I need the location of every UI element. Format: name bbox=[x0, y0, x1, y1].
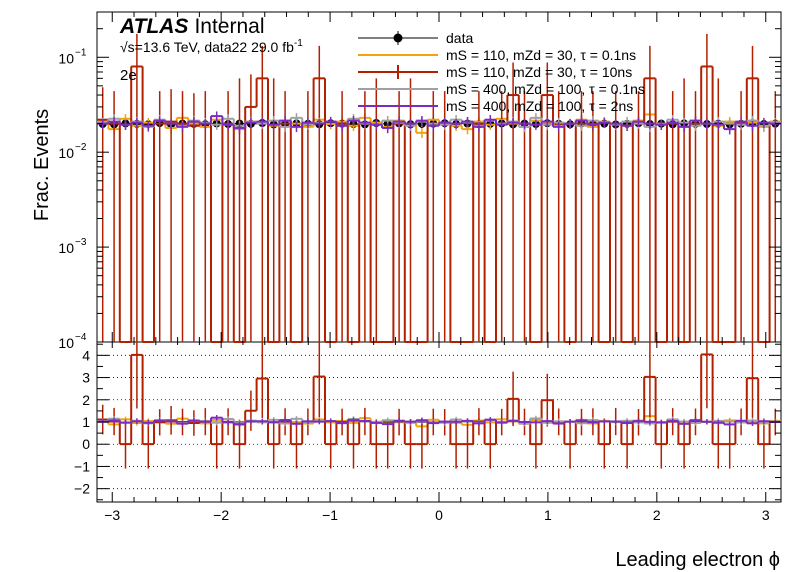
legend-entry-s400_01: mS = 400, mZd = 100, τ = 0.1ns bbox=[358, 81, 645, 97]
y-tick-label-exp: −4 bbox=[75, 332, 87, 343]
energy-label: √s=13.6 TeV, data22 29.0 fb bbox=[120, 39, 294, 55]
x-tick-label: −2 bbox=[213, 507, 229, 523]
y-tick-label-ratio: 4 bbox=[82, 347, 90, 363]
legend-label: mS = 400, mZd = 100, τ = 2ns bbox=[446, 98, 633, 114]
x-tick-label: −3 bbox=[104, 507, 120, 523]
y-axis-label: Frac. Events bbox=[31, 109, 53, 221]
y-tick-label-ratio: −2 bbox=[74, 481, 90, 497]
y-tick-label-exp: −3 bbox=[75, 237, 87, 248]
energy-label-group: √s=13.6 TeV, data22 29.0 fb-1 bbox=[120, 38, 303, 55]
x-tick-label: −1 bbox=[322, 507, 338, 523]
legend-label: mS = 110, mZd = 30, τ = 10ns bbox=[446, 64, 632, 80]
legend-label: data bbox=[446, 30, 473, 46]
y-tick-label-ratio: 2 bbox=[82, 392, 90, 408]
legend-entry-data: data bbox=[358, 30, 473, 46]
y-tick-label-exp: −1 bbox=[75, 47, 87, 58]
legend-label: mS = 400, mZd = 100, τ = 0.1ns bbox=[446, 81, 645, 97]
atlas-label-group: ATLAS Internal bbox=[119, 15, 264, 38]
x-tick-label: 1 bbox=[544, 507, 552, 523]
x-tick-label: 0 bbox=[435, 507, 443, 523]
y-tick-label-top: 10 bbox=[58, 50, 74, 66]
y-tick-label-ratio: 3 bbox=[82, 370, 90, 386]
series-s110_10 bbox=[97, 33, 781, 469]
atlas-label: ATLAS bbox=[119, 15, 188, 38]
series-layer bbox=[97, 33, 781, 469]
y-tick-label-ratio: 1 bbox=[82, 414, 90, 430]
x-tick-label: 3 bbox=[762, 507, 770, 523]
legend-entry-s400_2: mS = 400, mZd = 100, τ = 2ns bbox=[358, 98, 633, 114]
x-tick-label: 2 bbox=[653, 507, 661, 523]
legend-label: mS = 110, mZd = 30, τ = 0.1ns bbox=[446, 47, 636, 63]
y-tick-label-ratio: 0 bbox=[82, 436, 90, 452]
energy-label-superscript: -1 bbox=[294, 38, 303, 49]
channel-label: 2e bbox=[120, 67, 137, 84]
y-tick-label-top: 10 bbox=[58, 240, 74, 256]
x-axis-label: Leading electron ϕ bbox=[615, 549, 780, 571]
internal-label: Internal bbox=[194, 15, 264, 38]
legend-entry-s110_10: mS = 110, mZd = 30, τ = 10ns bbox=[358, 64, 632, 80]
y-tick-label-top: 10 bbox=[58, 335, 74, 351]
y-tick-label-ratio: −1 bbox=[74, 458, 90, 474]
legend-marker-dot bbox=[393, 33, 403, 43]
legend-entry-s110_01: mS = 110, mZd = 30, τ = 0.1ns bbox=[358, 47, 636, 63]
y-tick-label-top: 10 bbox=[58, 145, 74, 161]
y-tick-label-exp: −2 bbox=[75, 142, 87, 153]
series-s400_2 bbox=[97, 111, 781, 428]
